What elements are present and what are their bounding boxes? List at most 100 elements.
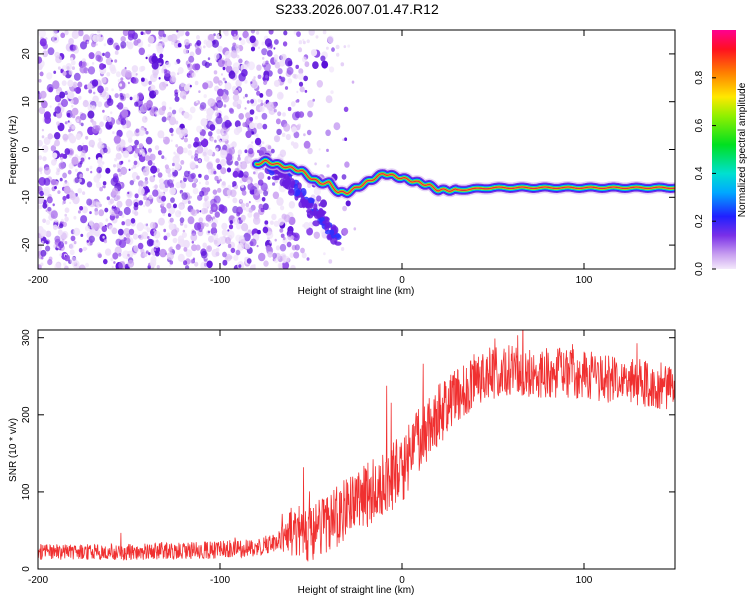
scatter-point — [93, 222, 100, 231]
scatter-point — [279, 149, 287, 158]
scatter-point — [283, 123, 291, 132]
scatter-point — [101, 185, 104, 188]
scatter-point — [131, 167, 134, 170]
scatter-point — [313, 231, 320, 239]
scatter-point — [191, 72, 196, 78]
scatter-point — [147, 236, 150, 239]
scatter-point — [316, 195, 322, 202]
scatter-point — [73, 215, 77, 220]
scatter-point — [198, 159, 202, 163]
scatter-point — [280, 205, 285, 211]
scatter-point — [76, 119, 80, 123]
scatter-point — [133, 39, 139, 46]
scatter-point — [185, 31, 190, 37]
x-tick-label: -100 — [210, 575, 230, 586]
scatter-point — [98, 137, 102, 142]
scatter-point — [187, 143, 192, 149]
scatter-point — [191, 240, 194, 244]
scatter-point — [66, 194, 71, 199]
scatter-point — [128, 159, 131, 163]
scatter-point — [120, 77, 124, 81]
scatter-point — [126, 130, 134, 139]
scatter-point — [134, 144, 138, 148]
scatter-point — [204, 61, 210, 68]
scatter-point — [38, 167, 43, 173]
scatter-point — [187, 216, 195, 225]
scatter-point — [263, 80, 268, 86]
scatter-point — [220, 205, 228, 214]
scatter-point — [317, 209, 324, 218]
scatter-point — [118, 261, 126, 269]
scatter-point — [238, 87, 241, 91]
scatter-point — [165, 61, 171, 68]
scatter-point — [60, 32, 66, 39]
scatter-point — [62, 195, 67, 201]
scatter-point — [128, 228, 135, 236]
scatter-point — [193, 141, 199, 148]
scatter-point — [172, 109, 177, 115]
scatter-point — [260, 102, 264, 106]
scatter-point — [157, 130, 165, 139]
colorbar-tick-label: 0.4 — [694, 166, 705, 180]
scatter-point — [87, 104, 94, 111]
scatter-point — [196, 125, 203, 133]
scatter-point — [127, 30, 136, 38]
scatter-point — [42, 203, 48, 209]
scatter-point — [214, 175, 219, 182]
scatter-point — [104, 207, 109, 213]
scatter-point — [116, 118, 122, 125]
scatter-point — [302, 40, 306, 45]
scatter-point — [190, 155, 194, 159]
scatter-point — [169, 217, 174, 223]
scatter-point — [56, 121, 60, 126]
scatter-point — [232, 93, 240, 102]
scatter-point — [123, 206, 131, 216]
scatter-point — [203, 94, 207, 99]
scatter-point — [178, 203, 184, 210]
scatter-point — [222, 66, 226, 71]
scatter-point — [174, 163, 179, 168]
scatter-point — [251, 131, 255, 135]
scatter-point — [257, 98, 261, 103]
scatter-point — [177, 30, 185, 37]
scatter-point — [184, 38, 190, 46]
scatter-point — [97, 101, 103, 108]
scatter-point — [138, 143, 144, 149]
scatter-point — [127, 259, 135, 268]
scatter-point — [263, 62, 271, 72]
scatter-point — [327, 35, 334, 44]
scatter-point — [306, 208, 312, 214]
scatter-point — [86, 198, 93, 206]
scatter-point — [159, 248, 167, 258]
scatter-point — [248, 201, 251, 204]
scatter-point — [195, 47, 202, 56]
snr-series-line — [38, 330, 675, 562]
scatter-point — [155, 251, 160, 257]
scatter-point — [54, 139, 60, 147]
scatter-point — [64, 121, 68, 125]
scatter-point — [149, 221, 156, 229]
scatter-point — [239, 199, 243, 203]
scatter-point — [306, 227, 313, 236]
scatter-point — [194, 153, 199, 158]
scatter-point — [77, 145, 83, 152]
scatter-point — [275, 118, 281, 125]
scatter-point — [287, 106, 292, 112]
scatter-point — [196, 40, 202, 46]
scatter-point — [297, 47, 303, 53]
x-tick-label: 100 — [576, 275, 593, 286]
scatter-point — [166, 116, 171, 121]
scatter-point — [183, 137, 188, 143]
scatter-point — [65, 63, 73, 71]
scatter-point — [148, 252, 151, 256]
colorbar-gradient — [712, 30, 736, 269]
scatter-point — [250, 81, 253, 84]
scatter-point — [111, 88, 114, 92]
scatter-point — [345, 200, 351, 207]
scatter-point — [187, 114, 193, 121]
scatter-point — [78, 95, 82, 100]
scatter-point — [50, 179, 57, 186]
scatter-point — [79, 122, 82, 125]
scatter-point — [176, 146, 184, 155]
scatter-point — [227, 243, 232, 249]
